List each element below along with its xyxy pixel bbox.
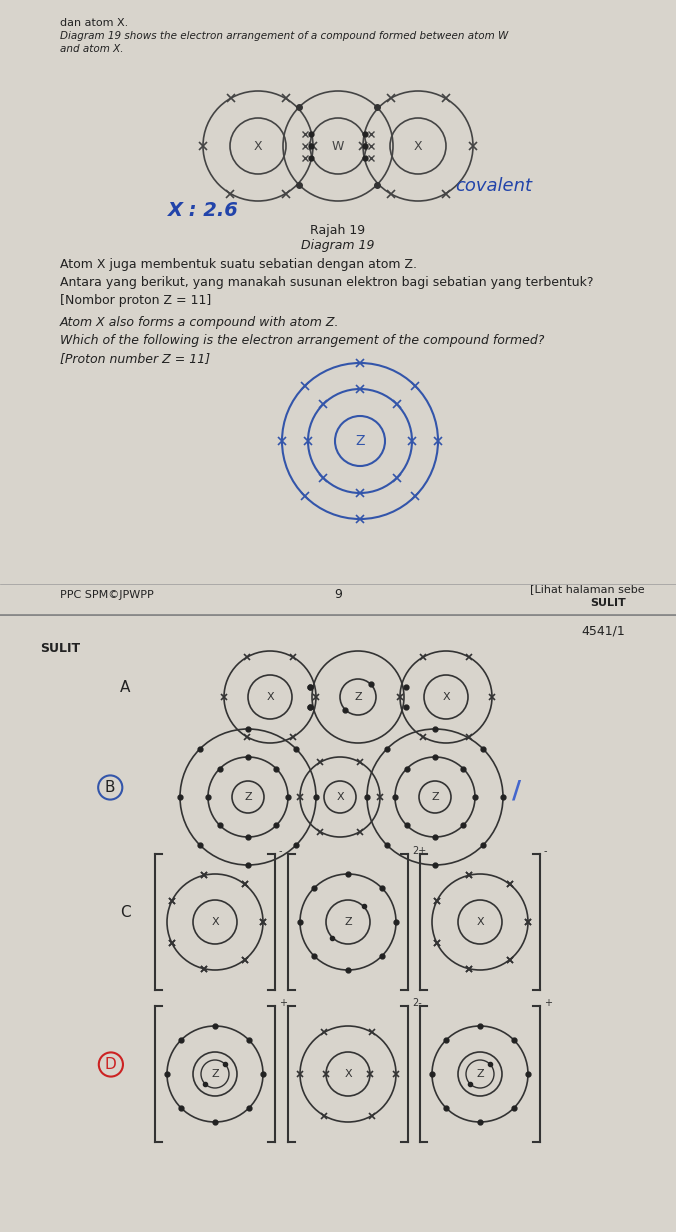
Text: Z: Z <box>344 917 352 926</box>
Text: X: X <box>442 692 450 702</box>
Text: Antara yang berikut, yang manakah susunan elektron bagi sebatian yang terbentuk?: Antara yang berikut, yang manakah susuna… <box>60 276 594 290</box>
Text: dan atom X.: dan atom X. <box>60 18 128 28</box>
Text: Z: Z <box>476 1069 484 1079</box>
Text: 2+: 2+ <box>412 846 427 856</box>
Text: Atom X also forms a compound with atom Z.: Atom X also forms a compound with atom Z… <box>60 315 339 329</box>
Text: 4541/1: 4541/1 <box>581 623 625 637</box>
Text: X: X <box>266 692 274 702</box>
Text: [Proton number Z = 11]: [Proton number Z = 11] <box>60 352 210 365</box>
Text: X: X <box>414 139 422 153</box>
Text: -: - <box>544 846 548 856</box>
Text: Z: Z <box>211 1069 219 1079</box>
Text: Atom X juga membentuk suatu sebatian dengan atom Z.: Atom X juga membentuk suatu sebatian den… <box>60 257 417 271</box>
Text: X: X <box>254 139 262 153</box>
Text: -: - <box>279 846 283 856</box>
Text: 2-: 2- <box>412 998 422 1008</box>
Text: 9: 9 <box>334 588 342 601</box>
Text: B: B <box>105 780 116 795</box>
Text: C: C <box>120 906 130 920</box>
Text: Z: Z <box>244 792 252 802</box>
Text: Rajah 19: Rajah 19 <box>310 224 366 237</box>
Text: X: X <box>211 917 219 926</box>
Text: +: + <box>279 998 287 1008</box>
Text: Diagram 19: Diagram 19 <box>301 239 375 253</box>
Text: /: / <box>512 777 521 802</box>
Text: PPC SPM©JPWPP: PPC SPM©JPWPP <box>60 590 153 600</box>
Text: [Nombor proton Z = 11]: [Nombor proton Z = 11] <box>60 294 211 307</box>
Text: Diagram 19 shows the electron arrangement of a compound formed between atom W: Diagram 19 shows the electron arrangemen… <box>60 31 508 41</box>
Text: X: X <box>476 917 484 926</box>
Text: D: D <box>105 1057 117 1072</box>
Text: X : 2.6: X : 2.6 <box>168 201 239 221</box>
Text: Which of the following is the electron arrangement of the compound formed?: Which of the following is the electron a… <box>60 334 544 347</box>
Text: +: + <box>544 998 552 1008</box>
Text: A: A <box>120 680 130 695</box>
Text: W: W <box>332 139 344 153</box>
Text: Z: Z <box>354 692 362 702</box>
Text: Z: Z <box>356 434 365 448</box>
Text: Z: Z <box>431 792 439 802</box>
Text: SULIT: SULIT <box>40 642 80 655</box>
Text: and atom X.: and atom X. <box>60 44 124 54</box>
Text: covalent: covalent <box>455 177 532 195</box>
Text: [Lihat halaman sebe: [Lihat halaman sebe <box>530 584 645 594</box>
Text: SULIT: SULIT <box>590 598 626 609</box>
Text: X: X <box>344 1069 352 1079</box>
Text: X: X <box>336 792 344 802</box>
